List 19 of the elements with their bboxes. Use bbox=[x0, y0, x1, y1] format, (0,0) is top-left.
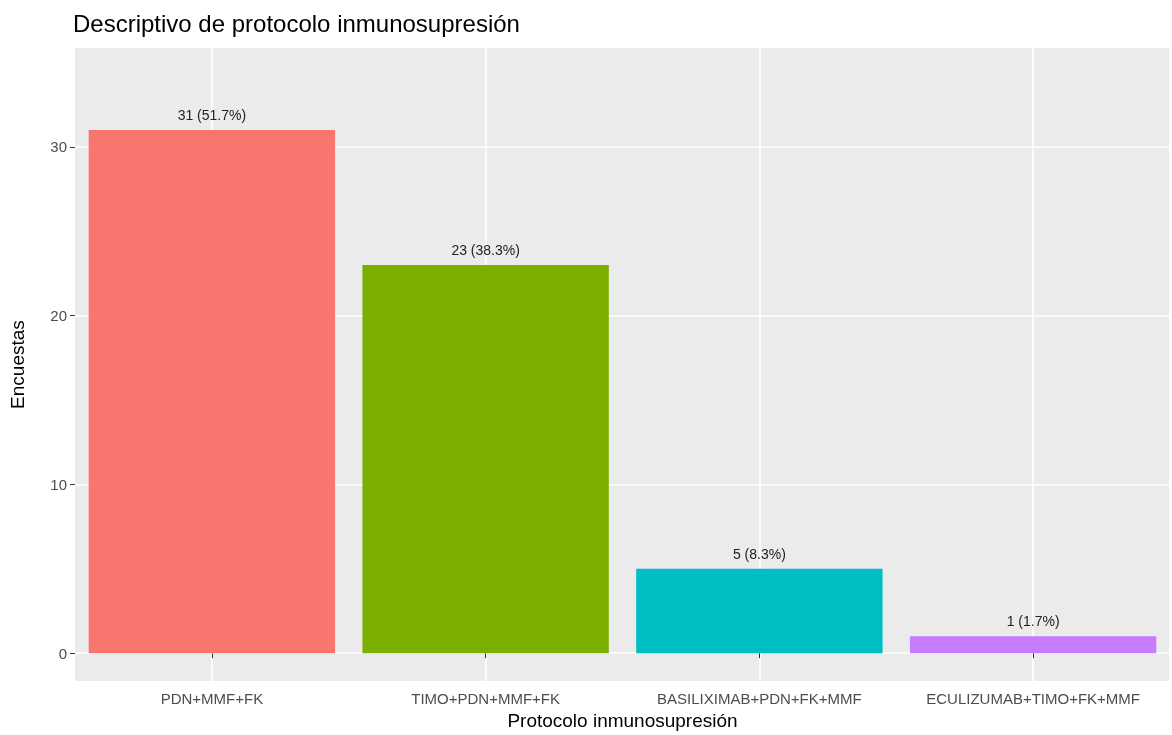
y-axis-title: Encuestas bbox=[7, 320, 28, 409]
bar bbox=[362, 264, 609, 654]
x-tick-label: BASILIXIMAB+PDN+FK+MMF bbox=[657, 690, 862, 708]
data-label: 5 (8.3%) bbox=[732, 545, 786, 562]
data-label: 1 (1.7%) bbox=[1006, 613, 1060, 630]
x-axis-title: Protocolo inmunosupresión bbox=[507, 710, 738, 731]
x-tick-label: ECULIZUMAB+TIMO+FK+MMF bbox=[926, 690, 1141, 708]
y-tick-label: 10 bbox=[50, 475, 67, 493]
x-tick-label: PDN+MMF+FK bbox=[160, 690, 264, 708]
y-tick-label: 0 bbox=[58, 644, 67, 662]
bar bbox=[909, 636, 1157, 654]
bar bbox=[88, 129, 336, 654]
bar bbox=[636, 568, 883, 654]
x-tick-label: TIMO+PDN+MMF+FK bbox=[411, 690, 561, 708]
data-label: 31 (51.7%) bbox=[177, 106, 247, 123]
data-label: 23 (38.3%) bbox=[451, 241, 520, 258]
y-tick-label: 30 bbox=[50, 138, 67, 156]
chart-title: Descriptivo de protocolo inmunosupresión bbox=[73, 9, 520, 37]
y-tick-label: 20 bbox=[50, 307, 67, 325]
